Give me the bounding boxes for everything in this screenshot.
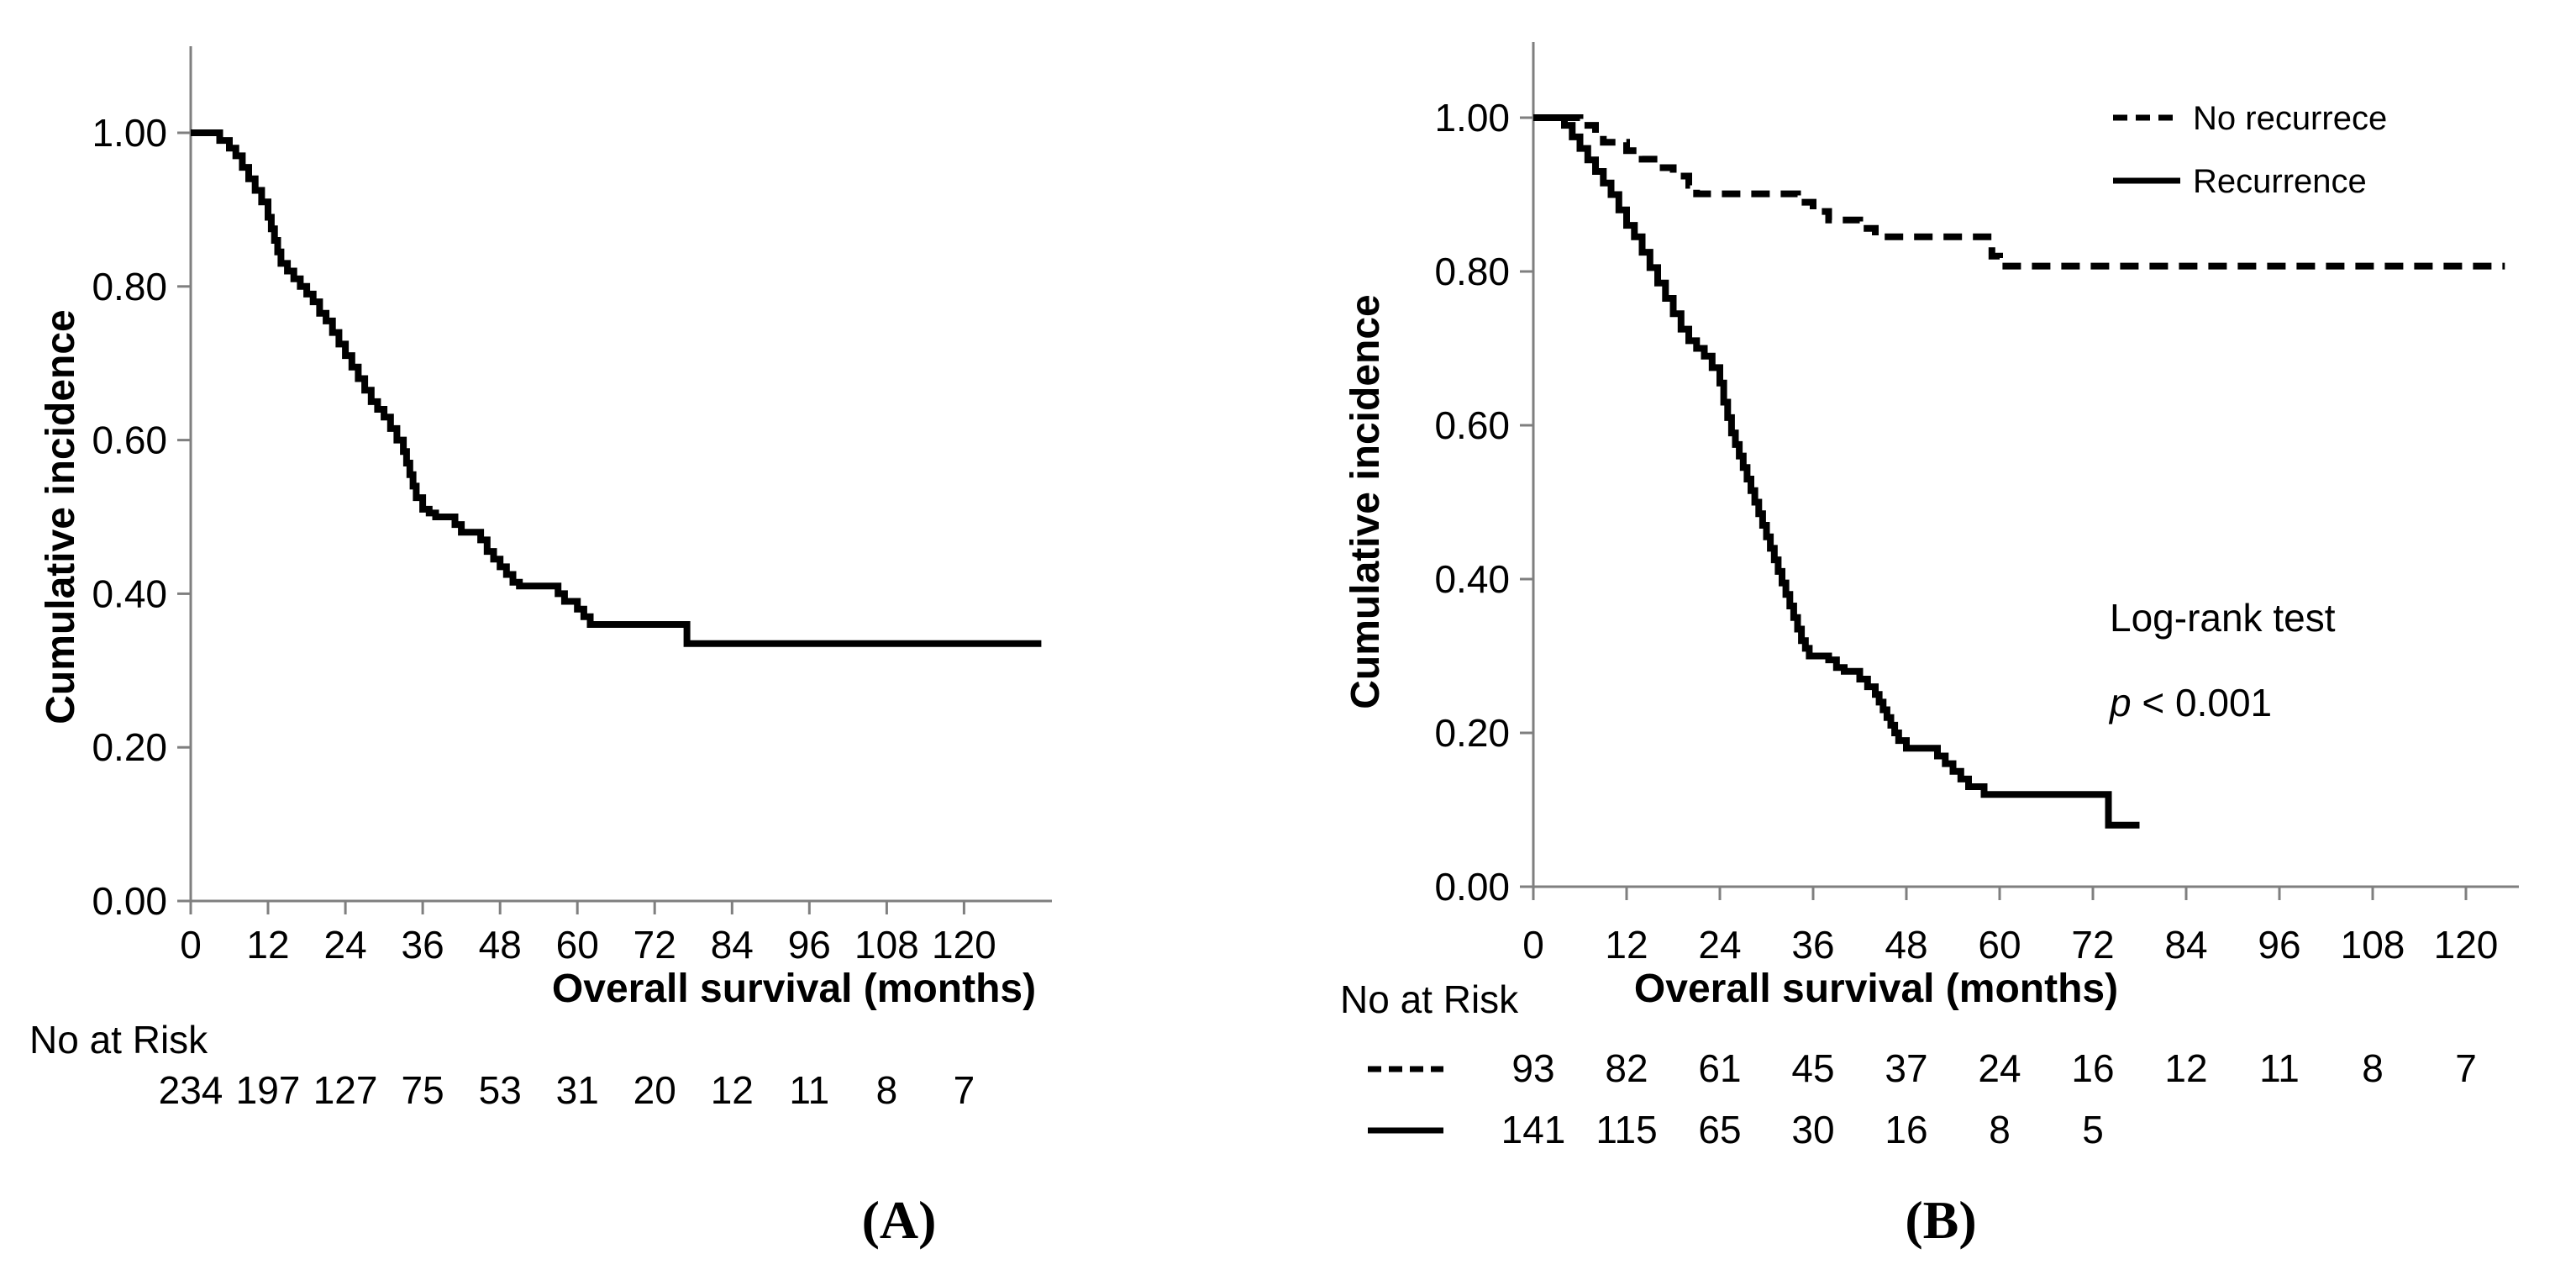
- risk-count: 12: [2164, 1046, 2207, 1090]
- risk-count: 93: [1511, 1046, 1554, 1090]
- y-tick-label: 0.40: [92, 572, 167, 615]
- x-tick-label: 120: [932, 923, 996, 967]
- risk-count: 31: [556, 1068, 599, 1112]
- risk-count: 65: [1698, 1108, 1741, 1151]
- x-tick-label: 12: [1605, 923, 1648, 967]
- panel-a-label: (A): [861, 1190, 937, 1250]
- risk-count: 53: [479, 1068, 522, 1112]
- risk-count: 5: [2082, 1108, 2104, 1151]
- y-tick-label: 0.40: [1434, 557, 1510, 601]
- x-tick-label: 36: [402, 923, 444, 967]
- risk-count: 11: [2259, 1046, 2300, 1090]
- x-axis-title: Overall survival (months): [1634, 967, 2118, 1011]
- y-tick-label: 0.60: [92, 419, 167, 462]
- logrank-title: Log-rank test: [2110, 596, 2336, 640]
- risk-count: 30: [1791, 1108, 1834, 1151]
- risk-count: 75: [402, 1068, 444, 1112]
- x-tick-label: 60: [1978, 923, 2021, 967]
- risk-count: 16: [1885, 1108, 1927, 1151]
- y-tick-label: 0.80: [92, 265, 167, 308]
- x-tick-label: 72: [633, 923, 676, 967]
- x-tick-label: 84: [711, 923, 754, 967]
- risk-count: 115: [1596, 1108, 1657, 1151]
- y-tick-label: 0.80: [1434, 250, 1510, 293]
- logrank-p-value: p < 0.001: [2108, 681, 2272, 724]
- y-axis-title: Cumulative incidence: [1343, 294, 1388, 709]
- risk-count: 8: [1989, 1108, 2011, 1151]
- x-tick-label: 96: [788, 923, 831, 967]
- x-axis-title: Overall survival (months): [552, 967, 1036, 1011]
- y-tick-label: 0.20: [92, 725, 167, 769]
- km-curve-recurrence: [1533, 114, 2140, 829]
- km-curve-overall: [191, 129, 1042, 647]
- risk-count: 234: [159, 1068, 223, 1112]
- x-tick-label: 24: [324, 923, 367, 967]
- x-tick-label: 84: [2164, 923, 2207, 967]
- risk-count: 197: [236, 1068, 301, 1112]
- risk-count: 24: [1978, 1046, 2021, 1090]
- x-tick-label: 108: [2341, 923, 2405, 967]
- risk-count: 20: [633, 1068, 676, 1112]
- legend-label: No recurrece: [2193, 100, 2387, 137]
- y-tick-label: 0.60: [1434, 403, 1510, 447]
- risk-count: 141: [1501, 1108, 1566, 1151]
- legend-label: Recurrence: [2193, 163, 2367, 200]
- panel-b-chart: 1.00 0.80 0.60 0.40 0.20 0.00 0 12 24 36 48 60 72 84 9…: [1340, 42, 2519, 1151]
- x-tick-label: 12: [246, 923, 289, 967]
- risk-count: 82: [1605, 1046, 1648, 1090]
- risk-table-title: No at Risk: [1340, 977, 1519, 1021]
- y-tick-label: 0.20: [1434, 711, 1510, 755]
- risk-table-title: No at Risk: [29, 1018, 208, 1062]
- x-tick-label: 120: [2434, 923, 2499, 967]
- y-tick-label: 0.00: [1434, 865, 1510, 909]
- x-tick-label: 48: [479, 923, 522, 967]
- risk-count: 7: [954, 1068, 975, 1112]
- risk-count: 8: [876, 1068, 898, 1112]
- risk-count: 127: [313, 1068, 378, 1112]
- x-tick-label: 0: [1522, 923, 1544, 967]
- risk-count: 12: [711, 1068, 754, 1112]
- y-axis-title: Cumulative incidence: [39, 309, 83, 724]
- risk-count: 61: [1698, 1046, 1741, 1090]
- x-tick-label: 36: [1791, 923, 1834, 967]
- risk-count: 7: [2455, 1046, 2477, 1090]
- x-tick-label: 0: [180, 923, 202, 967]
- risk-count: 8: [2362, 1046, 2384, 1090]
- risk-count: 37: [1885, 1046, 1927, 1090]
- x-tick-label: 96: [2258, 923, 2300, 967]
- x-tick-label: 24: [1698, 923, 1741, 967]
- risk-count: 45: [1791, 1046, 1834, 1090]
- y-tick-label: 1.00: [92, 111, 167, 155]
- x-tick-label: 72: [2071, 923, 2114, 967]
- y-tick-label: 0.00: [92, 879, 167, 923]
- risk-count: 11: [789, 1068, 829, 1112]
- y-tick-label: 1.00: [1434, 96, 1510, 140]
- x-tick-label: 60: [556, 923, 599, 967]
- risk-count: 16: [2071, 1046, 2114, 1090]
- x-tick-label: 108: [854, 923, 919, 967]
- panel-a-chart: 1.00 0.80 0.60 0.40 0.20 0.00 0 12 24 36 48 60 72 84 9…: [29, 46, 1052, 1112]
- panel-b-label: (B): [1905, 1190, 1977, 1250]
- x-tick-label: 48: [1885, 923, 1927, 967]
